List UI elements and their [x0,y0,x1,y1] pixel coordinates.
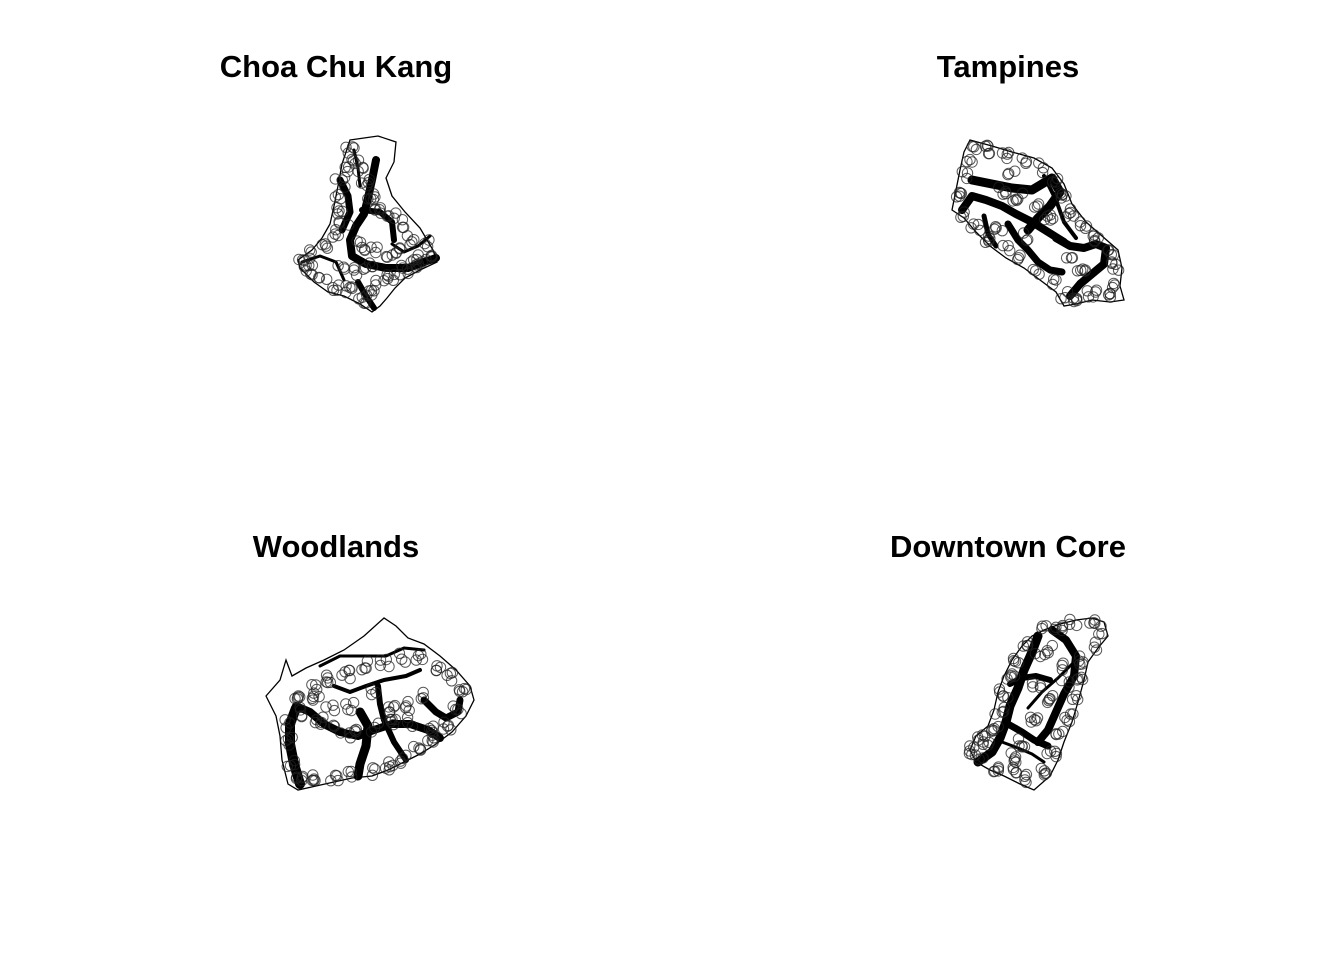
planning-area-map [672,480,1344,960]
road-segment [350,160,436,268]
bus-stop-marker [397,654,407,664]
planning-area-map [0,480,672,960]
bus-stop-points [280,648,472,786]
map-panel-woodlands: Woodlands [0,480,672,960]
map-panel-downtown-core: Downtown Core [672,480,1344,960]
bus-stop-marker [360,245,370,255]
bus-stop-marker [322,274,332,284]
road-network [302,150,436,308]
planning-area-map [0,0,672,480]
bus-stop-marker [1058,726,1068,736]
bus-stop-marker [1067,253,1077,263]
bus-stop-marker [975,225,985,235]
bus-stop-marker [965,154,975,164]
bus-stop-marker [1072,620,1082,630]
road-segment [424,700,460,718]
map-panel-choa-chu-kang: Choa Chu Kang [0,0,672,480]
road-segment [358,712,368,776]
bus-stop-marker [343,704,353,714]
planning-area-map [672,0,1344,480]
map-panel-tampines: Tampines [672,0,1344,480]
